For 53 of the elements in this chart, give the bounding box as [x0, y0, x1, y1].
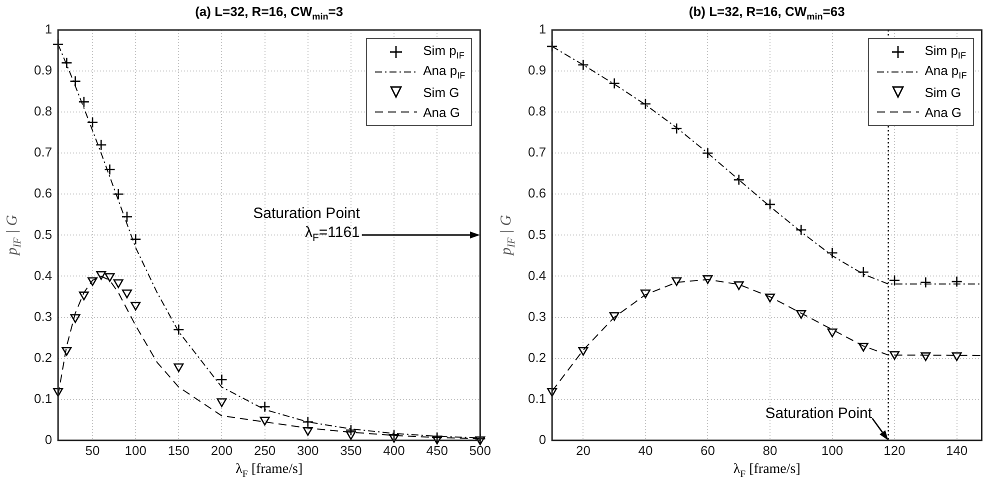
y-tick-label: 0.7 [528, 144, 546, 160]
x-tick-label: 300 [297, 442, 319, 458]
y-tick-label: 0.3 [34, 308, 52, 324]
x-tick-label: 150 [168, 442, 190, 458]
x-tick-label: 50 [85, 442, 100, 458]
y-tick-label: 0.4 [528, 268, 546, 283]
x-tick-label: 20 [576, 442, 590, 458]
legend-label: Sim G [423, 84, 460, 100]
y-tick-label: 1 [44, 22, 52, 37]
y-tick-label: 0.9 [528, 62, 546, 78]
legend-label: Sim p$_{IF}$ [423, 43, 464, 61]
y-tick-label: 0.8 [528, 104, 546, 119]
x-tick-label: 400 [383, 442, 405, 458]
y-tick-label: 0.6 [34, 186, 52, 201]
legend-label: Ana p$_{IF}$ [423, 63, 466, 81]
y-tick-label: 0 [538, 432, 546, 447]
y-tick-label: 0.9 [34, 62, 52, 78]
x-tick-label: 120 [884, 442, 906, 458]
x-tick-label: 200 [210, 442, 233, 458]
y-tick-label: 0.8 [34, 104, 52, 119]
y-tick-label: 0.2 [34, 350, 52, 365]
y-tick-label: 0.4 [34, 268, 52, 283]
x-tick-label: 350 [340, 442, 362, 458]
chart-title: (a) L=32, R=16, CW$_{min}$=3 [195, 4, 344, 22]
x-tick-label: 100 [124, 442, 146, 458]
y-tick-label: 0.3 [528, 308, 546, 324]
x-axis-title: λ$_{F}$ [frame/s] [733, 462, 800, 480]
chart-title: (b) L=32, R=16, CW$_{min}$=63 [688, 4, 845, 22]
y-tick-label: 0.1 [34, 390, 52, 406]
x-tick-label: 250 [254, 442, 276, 458]
y-tick-label: 0.5 [34, 226, 52, 242]
legend-label: Sim p$_{IF}$ [924, 43, 966, 61]
x-tick-label: 80 [762, 442, 778, 458]
legend-label: Ana G [924, 104, 962, 120]
y-tick-label: 0.6 [528, 186, 546, 201]
x-tick-label: 500 [469, 442, 492, 458]
y-tick-label: 1 [538, 22, 546, 37]
y-tick-label: 0.1 [528, 390, 546, 406]
y-tick-label: 0.5 [528, 226, 546, 242]
x-tick-label: 60 [700, 442, 715, 458]
legend-label: Ana p$_{IF}$ [924, 63, 967, 81]
legend-label: Sim G [924, 84, 961, 100]
x-axis-title: λ$_{F}$ [frame/s] [236, 462, 303, 480]
x-tick-label: 100 [821, 442, 844, 458]
x-tick-label: 140 [946, 442, 968, 458]
y-tick-label: 0.2 [528, 350, 546, 365]
annotation: Saturation Point λ$_{F}$=1161 [253, 204, 360, 246]
x-tick-label: 450 [426, 442, 448, 458]
annotation: Saturation Point [765, 404, 872, 424]
legend-label: Ana G [423, 104, 460, 120]
y-tick-label: 0 [44, 432, 52, 447]
x-tick-label: 40 [638, 442, 653, 458]
y-tick-label: 0.7 [34, 144, 52, 160]
